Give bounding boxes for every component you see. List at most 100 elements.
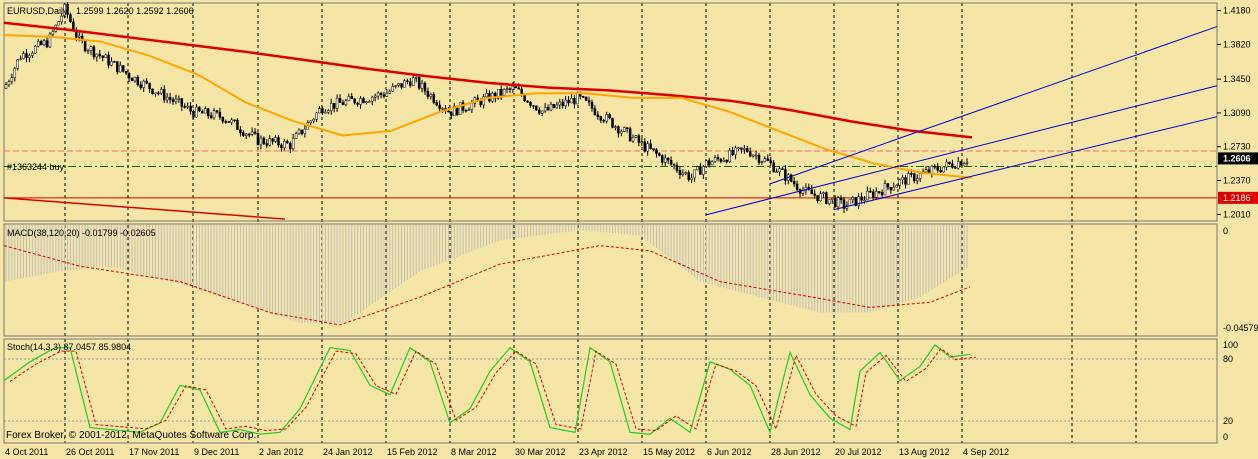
candle-body xyxy=(186,105,189,108)
candle-body xyxy=(215,110,219,113)
stochastic-panel: Stoch(14,3,3) 87.0457 85.9804 100 80 20 … xyxy=(3,338,1238,444)
candle-body xyxy=(540,110,544,114)
candle-body xyxy=(898,179,901,186)
candle-body xyxy=(39,40,43,45)
candle-body xyxy=(441,108,444,110)
candle-body xyxy=(892,186,896,191)
candle-body xyxy=(206,108,210,116)
candle-body xyxy=(672,163,676,166)
candle-body xyxy=(291,138,295,149)
candle-body xyxy=(259,137,263,146)
channel-line-upper xyxy=(769,26,1218,185)
channel-line-mid xyxy=(833,116,1218,211)
candle-body xyxy=(321,108,324,114)
candle-body xyxy=(880,192,884,196)
candle-body xyxy=(86,50,90,52)
candle-body xyxy=(277,137,280,146)
candle-body xyxy=(209,115,213,119)
candle-body xyxy=(124,71,128,74)
candle-body xyxy=(388,90,392,94)
candle-body xyxy=(728,150,731,163)
candle-body xyxy=(16,59,19,69)
candle-body xyxy=(860,196,863,201)
candle-body xyxy=(763,158,767,162)
candle-body xyxy=(596,114,600,117)
candle-body xyxy=(171,99,175,102)
candle-body xyxy=(268,138,271,146)
candle-body xyxy=(227,121,230,123)
candle-body xyxy=(482,96,485,106)
candle-body xyxy=(886,183,890,188)
candle-body xyxy=(262,137,266,144)
candle-body xyxy=(344,100,348,106)
trend-channel[interactable] xyxy=(705,26,1218,216)
candle-body xyxy=(48,33,52,48)
candle-body xyxy=(707,160,711,166)
candle-body xyxy=(315,112,318,120)
candle-body xyxy=(775,171,778,173)
candle-body xyxy=(505,88,509,91)
time-tick-label: 15 Feb 2012 xyxy=(387,447,438,457)
candle-body xyxy=(734,147,737,155)
candle-body xyxy=(89,46,93,51)
candle-body xyxy=(347,96,351,101)
candle-body xyxy=(98,53,102,57)
sma-slow-line xyxy=(3,21,973,139)
time-tick-label: 9 Dec 2011 xyxy=(194,447,239,457)
candle-body xyxy=(930,165,934,174)
candle-body xyxy=(959,161,963,166)
candle-body xyxy=(795,183,799,190)
candle-body xyxy=(212,110,216,119)
candle-body xyxy=(78,35,81,38)
candle-body xyxy=(664,157,667,163)
candle-body xyxy=(356,102,359,105)
time-tick-label: 28 Jun 2012 xyxy=(771,447,821,457)
candle-body xyxy=(831,198,834,200)
candle-body xyxy=(552,104,556,109)
candle-body xyxy=(250,131,254,135)
candle-body xyxy=(901,177,904,181)
candle-body xyxy=(593,108,597,116)
candle-body xyxy=(224,121,227,123)
candle-body xyxy=(731,150,734,155)
candle-body xyxy=(174,98,178,102)
candle-body xyxy=(192,111,195,118)
candle-body xyxy=(643,141,646,152)
candle-body xyxy=(69,14,72,23)
candle-body xyxy=(957,161,960,169)
candle-body xyxy=(614,126,617,128)
candle-body xyxy=(450,111,453,116)
candle-body xyxy=(458,102,462,116)
candle-body xyxy=(335,98,339,109)
candle-body xyxy=(822,192,825,195)
candle-body xyxy=(271,138,274,142)
candle-body xyxy=(119,65,122,73)
candle-body xyxy=(329,103,333,111)
candle-body xyxy=(702,166,705,175)
candle-body xyxy=(696,166,699,171)
candle-body xyxy=(368,101,371,103)
candle-body xyxy=(183,106,186,108)
candle-body xyxy=(107,54,110,66)
candle-body xyxy=(57,21,60,26)
candle-body xyxy=(288,142,292,149)
candle-body xyxy=(502,88,506,96)
candle-body xyxy=(420,82,424,89)
candle-body xyxy=(760,161,764,163)
time-tick-label: 26 Oct 2011 xyxy=(66,447,114,457)
candle-body xyxy=(154,92,157,95)
candle-body xyxy=(385,92,389,97)
candle-body xyxy=(494,92,497,99)
candle-body xyxy=(819,193,822,201)
candle-body xyxy=(312,119,315,122)
symbol-header: EURUSD,Daily 1.2599 1.2620 1.2592 1.2606 xyxy=(7,6,194,16)
time-tick-label: 15 May 2012 xyxy=(643,447,695,457)
candle-body xyxy=(778,168,781,172)
candle-body xyxy=(280,144,283,149)
candle-body xyxy=(160,89,163,94)
candle-body xyxy=(555,104,559,109)
candle-body xyxy=(684,172,688,174)
candle-body xyxy=(362,98,365,104)
candle-body xyxy=(757,154,761,163)
